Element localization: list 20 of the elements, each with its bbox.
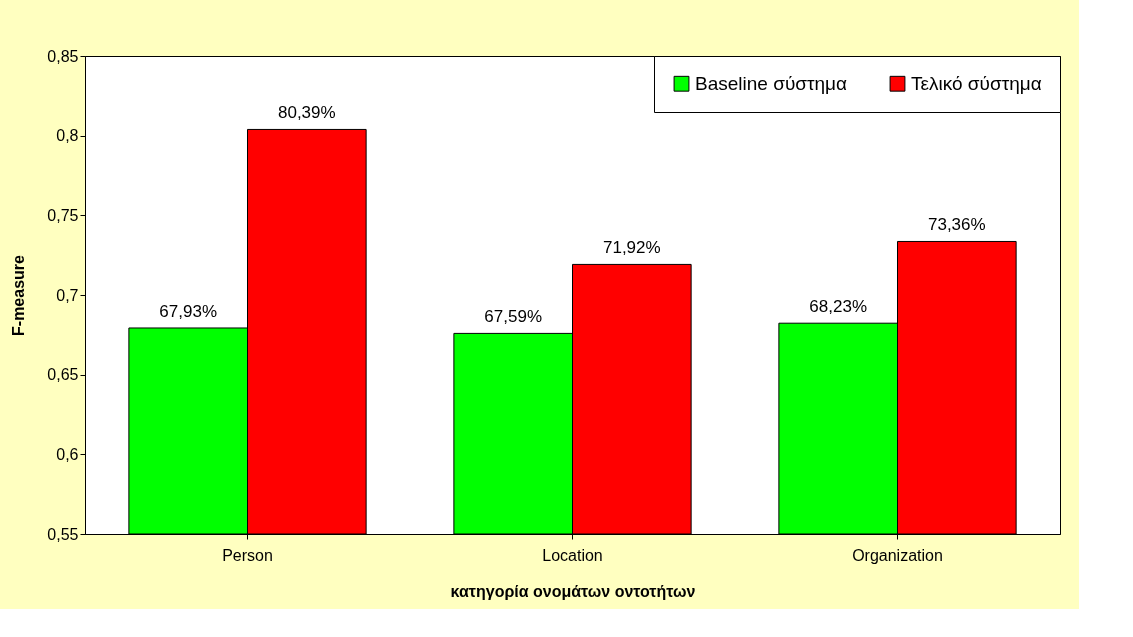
y-tick-label: 0,65	[47, 366, 79, 384]
y-tick-label: 0,55	[47, 525, 79, 543]
y-tick-label: 0,85	[47, 47, 79, 65]
data-label: 68,23%	[809, 297, 868, 317]
y-tick-label: 0,6	[56, 445, 79, 463]
x-tick-label: Person	[222, 546, 273, 564]
data-label: 73,36%	[927, 215, 986, 235]
legend-label: Τελικό σύστημα	[911, 72, 1042, 94]
data-label: 67,59%	[484, 307, 543, 327]
data-label: 71,92%	[602, 238, 661, 258]
x-axis-title: κατηγορία ονομάτων οντοτήτων	[450, 582, 696, 600]
legend-label: Baseline σύστημα	[695, 72, 848, 94]
y-tick-label: 0,7	[56, 286, 79, 304]
x-tick-label: Location	[542, 546, 603, 564]
y-tick-label: 0,75	[47, 206, 79, 224]
data-label: 80,39%	[277, 103, 336, 123]
data-label: 67,93%	[159, 301, 218, 321]
x-tick-label: Organization	[852, 546, 943, 564]
y-axis-title: F-measure	[10, 254, 28, 336]
y-tick-label: 0,8	[56, 127, 79, 145]
